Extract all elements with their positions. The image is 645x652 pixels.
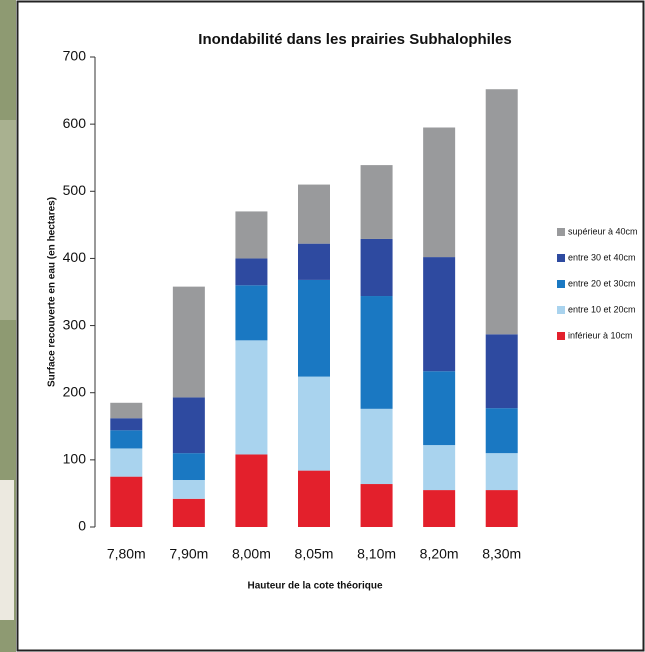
bar-segment — [110, 402, 143, 419]
map-strip-inset — [0, 480, 14, 620]
bar-segment — [298, 243, 330, 280]
legend-swatch — [557, 306, 565, 314]
bar-segment — [235, 454, 268, 527]
y-axis-title: Surface recouverte en eau (en hectares) — [47, 197, 58, 387]
bar-segment — [110, 448, 143, 477]
bar-segment — [235, 340, 268, 455]
x-tick-label: 7,80m — [107, 546, 146, 562]
bar-segment — [172, 453, 205, 480]
x-axis-title: Hauteur de la cote théorique — [247, 581, 382, 592]
map-strip-detail — [0, 120, 16, 320]
y-tick-label: 500 — [63, 182, 87, 198]
bar-segment — [360, 238, 393, 297]
bar-segment — [172, 498, 205, 527]
legend-swatch — [557, 254, 565, 262]
bar-segment — [360, 165, 393, 239]
x-tick-label: 8,00m — [232, 546, 271, 562]
bar-segment — [235, 258, 268, 286]
bar-segment — [172, 480, 205, 499]
bar-segment — [423, 490, 456, 527]
y-tick-label: 200 — [63, 383, 87, 399]
bar-segment — [485, 89, 518, 335]
legend-label: supérieur à 40cm — [568, 226, 638, 236]
y-tick-label: 700 — [63, 48, 87, 64]
bar-segment — [235, 285, 268, 341]
bar-segment — [235, 211, 268, 259]
bar-segment — [423, 127, 456, 258]
bar-segment — [298, 279, 330, 377]
y-tick-label: 100 — [63, 451, 87, 467]
bar-segment — [298, 184, 330, 244]
bar-segment — [110, 418, 143, 431]
x-tick-label: 8,05m — [295, 546, 334, 562]
bar-segment — [485, 408, 518, 454]
bar-segment — [110, 476, 143, 527]
y-tick-label: 400 — [63, 249, 87, 265]
y-tick-label: 600 — [63, 115, 87, 131]
bar-segment — [298, 470, 330, 527]
bar-segment — [360, 408, 393, 485]
x-tick-label: 8,20m — [420, 546, 459, 562]
legend-label: entre 20 et 30cm — [568, 278, 636, 288]
bar-segment — [485, 453, 518, 491]
bar-segment — [360, 296, 393, 409]
chart-frame — [16, 0, 645, 652]
x-tick-label: 8,10m — [357, 546, 396, 562]
legend-label: inférieur à 10cm — [568, 330, 633, 340]
bar-segment — [423, 445, 456, 491]
bar-segment — [298, 376, 330, 471]
y-tick-label: 300 — [63, 316, 87, 332]
bar-segment — [485, 490, 518, 527]
legend-label: entre 10 et 20cm — [568, 304, 636, 314]
bar-segment — [423, 371, 456, 446]
legend-swatch — [557, 228, 565, 236]
y-tick-label: 0 — [78, 518, 86, 534]
legend-swatch — [557, 332, 565, 340]
legend-label: entre 30 et 40cm — [568, 252, 636, 262]
chart-title: Inondabilité dans les prairies Subhaloph… — [198, 31, 511, 48]
bar-segment — [172, 397, 205, 454]
x-tick-label: 7,90m — [169, 546, 208, 562]
bar-segment — [360, 484, 393, 527]
legend-swatch — [557, 280, 565, 288]
bar-segment — [172, 286, 205, 398]
x-tick-label: 8,30m — [482, 546, 521, 562]
bar-segment — [485, 334, 518, 409]
bar-segment — [423, 257, 456, 372]
bar-segment — [110, 430, 143, 449]
